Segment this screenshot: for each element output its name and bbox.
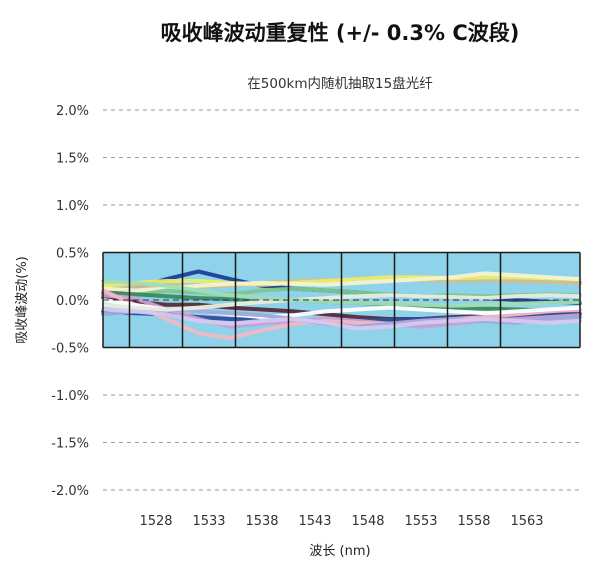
y-tick-label: -2.0% [51,484,89,499]
y-tick-labels: 2.0% 1.5% 1.0% 0.5% 0.0% -0.5% -1.0% -1.5% -2.0% [51,104,89,499]
x-tick-label: 1533 [192,514,225,529]
y-tick-label: 0.0% [56,294,89,309]
x-tick-label: 1548 [351,514,384,529]
y-tick-label: -1.5% [51,437,89,452]
x-tick-labels: 1528 1533 1538 1543 1548 1553 1558 1563 [139,514,543,529]
x-tick-label: 1528 [139,514,172,529]
y-tick-label: 1.5% [56,152,89,167]
x-tick-label: 1538 [245,514,278,529]
x-tick-label: 1543 [298,514,331,529]
tolerance-band-frame [102,251,581,349]
y-tick-label: -1.0% [51,389,89,404]
x-tick-label: 1563 [510,514,543,529]
chart-subtitle: 在500km内随机抽取15盘光纤 [247,75,432,92]
x-tick-label: 1553 [404,514,437,529]
y-tick-label: 0.5% [56,247,89,262]
y-tick-label: 1.0% [56,199,89,214]
y-axis-label: 吸收峰波动(%) [15,256,30,344]
x-tick-label: 1558 [457,514,490,529]
chart-title: 吸收峰波动重复性 (+/- 0.3% C波段) [161,21,520,45]
x-axis-label: 波长 (nm) [309,544,370,559]
y-tick-label: -0.5% [51,342,89,357]
y-tick-label: 2.0% [56,104,89,119]
